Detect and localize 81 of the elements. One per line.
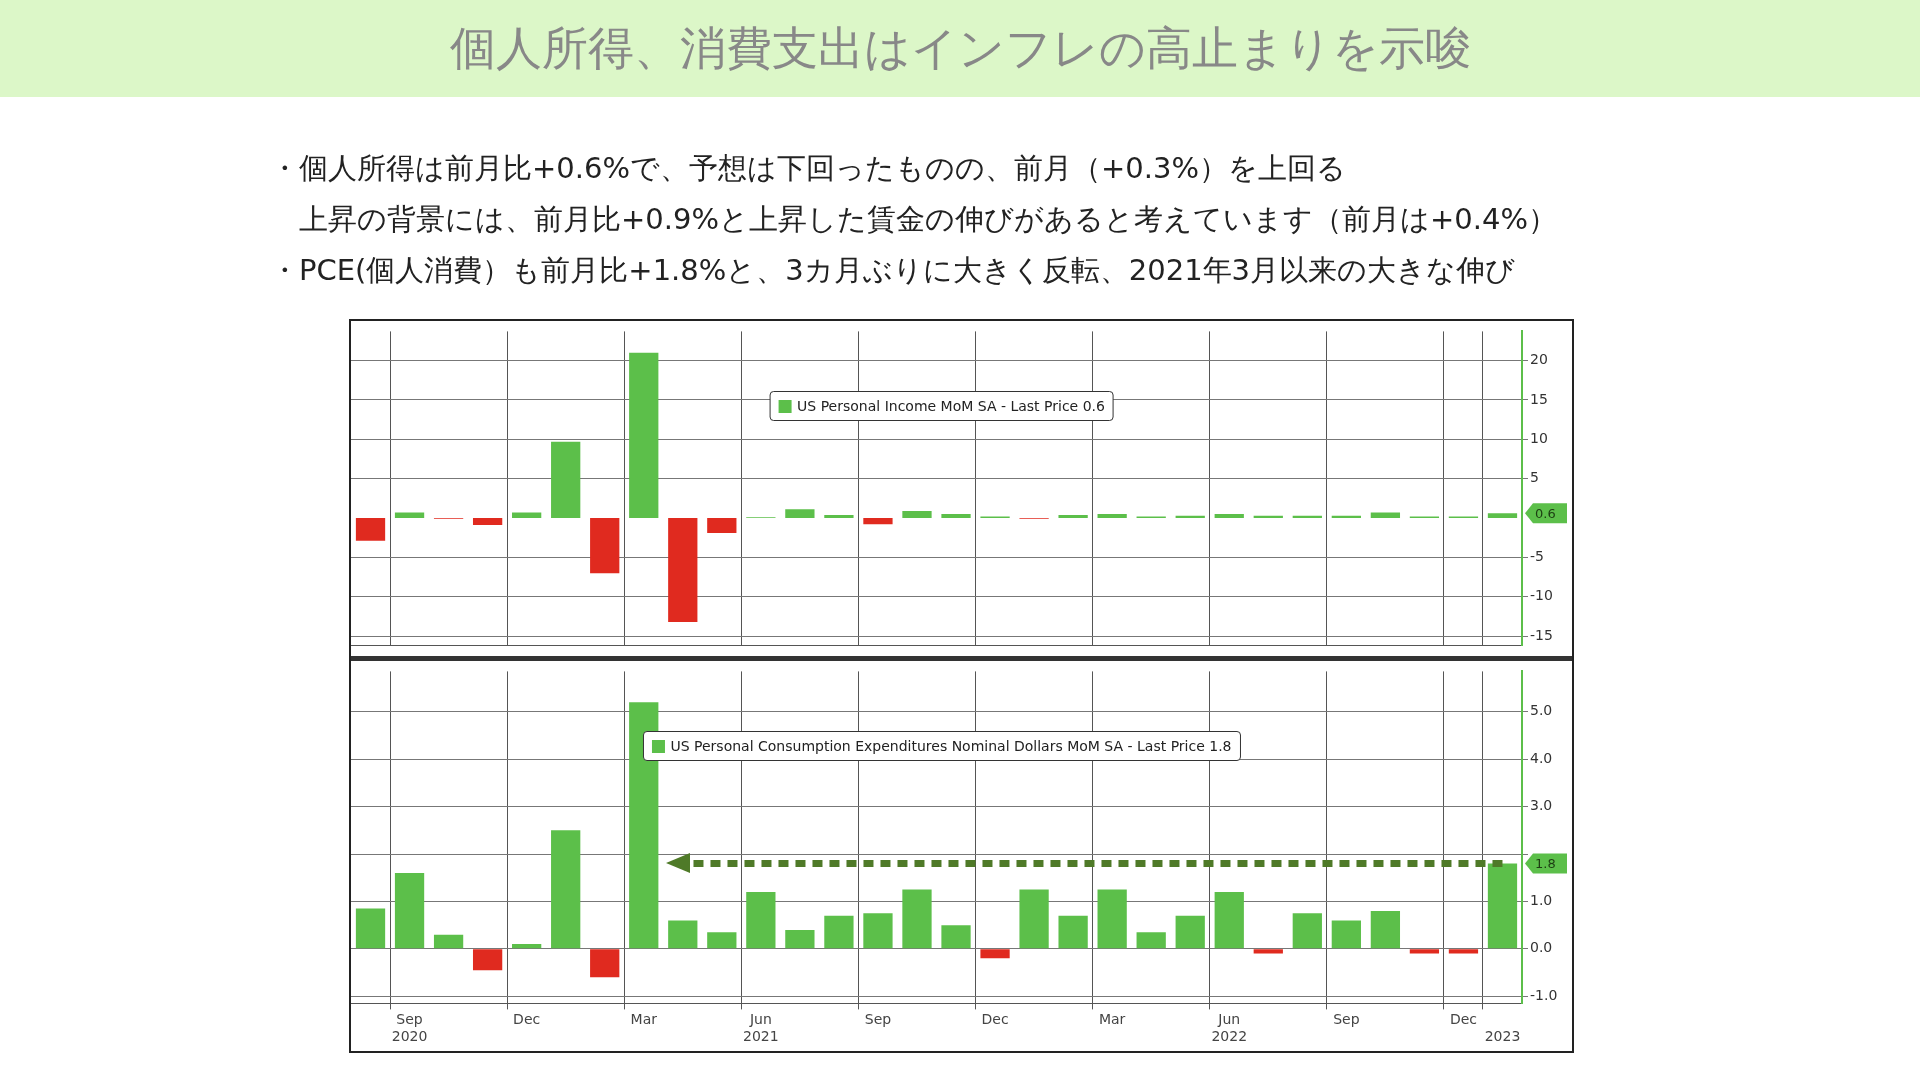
bar xyxy=(746,891,776,949)
y-tick-label: 1.0 xyxy=(1530,892,1553,909)
bar xyxy=(512,944,542,949)
bar xyxy=(1448,949,1479,954)
bar xyxy=(941,514,971,519)
bar xyxy=(1487,863,1518,949)
bar xyxy=(1019,889,1049,949)
x-tick-label: Jun 2021 xyxy=(743,1011,779,1045)
legend-label: US Personal Consumption Expenditures Nominal Dollars MoM SA - Last Price 1.8 xyxy=(670,738,1232,754)
y-tick-label: -1.0 xyxy=(1530,986,1558,1003)
bar xyxy=(629,352,659,519)
x-tick-label: 2023 xyxy=(1484,1028,1521,1045)
bar xyxy=(512,512,542,519)
bar xyxy=(355,908,386,949)
bar xyxy=(902,889,932,949)
legend-label: US Personal Income MoM SA - Last Price 0.6 xyxy=(797,398,1105,414)
bar xyxy=(668,518,698,622)
bar xyxy=(980,949,1010,959)
text: ・PCE(個人消費）も前月比+1.8%と、3カ月ぶりに大きく反転、2021年3月以来の大きな伸び xyxy=(270,252,1517,289)
bar xyxy=(551,830,581,949)
x-tick-label: Sep 2020 xyxy=(391,1011,428,1045)
bar xyxy=(1214,514,1244,519)
bar xyxy=(1370,512,1401,519)
bar xyxy=(590,518,620,574)
x-tick-label: Dec xyxy=(981,1011,1009,1028)
y-tick-label: 10 xyxy=(1530,429,1548,446)
bar xyxy=(1409,949,1440,954)
bar xyxy=(551,441,581,519)
bar xyxy=(1214,891,1244,949)
bar xyxy=(1253,949,1283,954)
bar xyxy=(433,934,464,949)
chart-title: 個人所得、消費支出はインフレの高止まりを示唆 xyxy=(0,0,1920,97)
x-tick-label: Sep xyxy=(864,1011,892,1028)
text: 1.8 xyxy=(1535,855,1556,871)
bar xyxy=(863,518,893,525)
bar xyxy=(1058,915,1088,949)
bar xyxy=(1370,910,1401,949)
y-tick-label: 15 xyxy=(1530,390,1548,407)
bar xyxy=(1136,932,1166,949)
y-tick-label: 20 xyxy=(1530,351,1548,368)
bar xyxy=(668,920,698,949)
x-tick-label: Dec xyxy=(513,1011,541,1028)
bar xyxy=(472,518,503,526)
bar xyxy=(1292,913,1322,949)
bar xyxy=(707,518,737,533)
y-tick-label: 3.0 xyxy=(1530,797,1553,814)
bar xyxy=(785,509,815,519)
text: ・個人所得は前月比+0.6%で、予想は下回ったものの、前月（+0.3%）を上回る xyxy=(270,150,1347,187)
bar xyxy=(1058,514,1088,519)
bar xyxy=(629,702,659,949)
text: 0.6 xyxy=(1535,505,1556,521)
bar xyxy=(394,512,425,519)
bar xyxy=(824,514,854,519)
bar xyxy=(1097,514,1127,519)
x-tick-label: Sep xyxy=(1333,1011,1360,1028)
bar xyxy=(1175,915,1205,949)
x-tick-label: Dec xyxy=(1449,1011,1477,1028)
bar xyxy=(902,510,932,519)
bar xyxy=(590,949,620,978)
bar xyxy=(394,872,425,949)
bar xyxy=(863,913,893,949)
y-tick-label: -15 xyxy=(1530,626,1553,643)
x-tick-label: Mar xyxy=(1098,1011,1126,1028)
bar xyxy=(1487,513,1518,519)
x-tick-label: Jun 2022 xyxy=(1211,1011,1248,1045)
x-tick-label: Mar xyxy=(630,1011,658,1028)
bar xyxy=(707,932,737,949)
bar xyxy=(824,915,854,949)
bar xyxy=(1097,889,1127,949)
bar xyxy=(941,925,971,949)
y-tick-label: 0.0 xyxy=(1530,939,1553,956)
y-tick-label: -5 xyxy=(1530,548,1544,565)
y-tick-label: 5.0 xyxy=(1530,702,1553,719)
bar xyxy=(785,929,815,949)
bar xyxy=(472,949,503,971)
y-tick-label: 5 xyxy=(1530,469,1539,486)
y-tick-label: -10 xyxy=(1530,587,1553,604)
bar xyxy=(355,518,386,541)
y-tick-label: 4.0 xyxy=(1530,749,1553,766)
text: 上昇の背景には、前月比+0.9%と上昇した賃金の伸びがあると考えています（前月は+0.4%） xyxy=(298,201,1557,238)
bar xyxy=(1331,920,1361,949)
